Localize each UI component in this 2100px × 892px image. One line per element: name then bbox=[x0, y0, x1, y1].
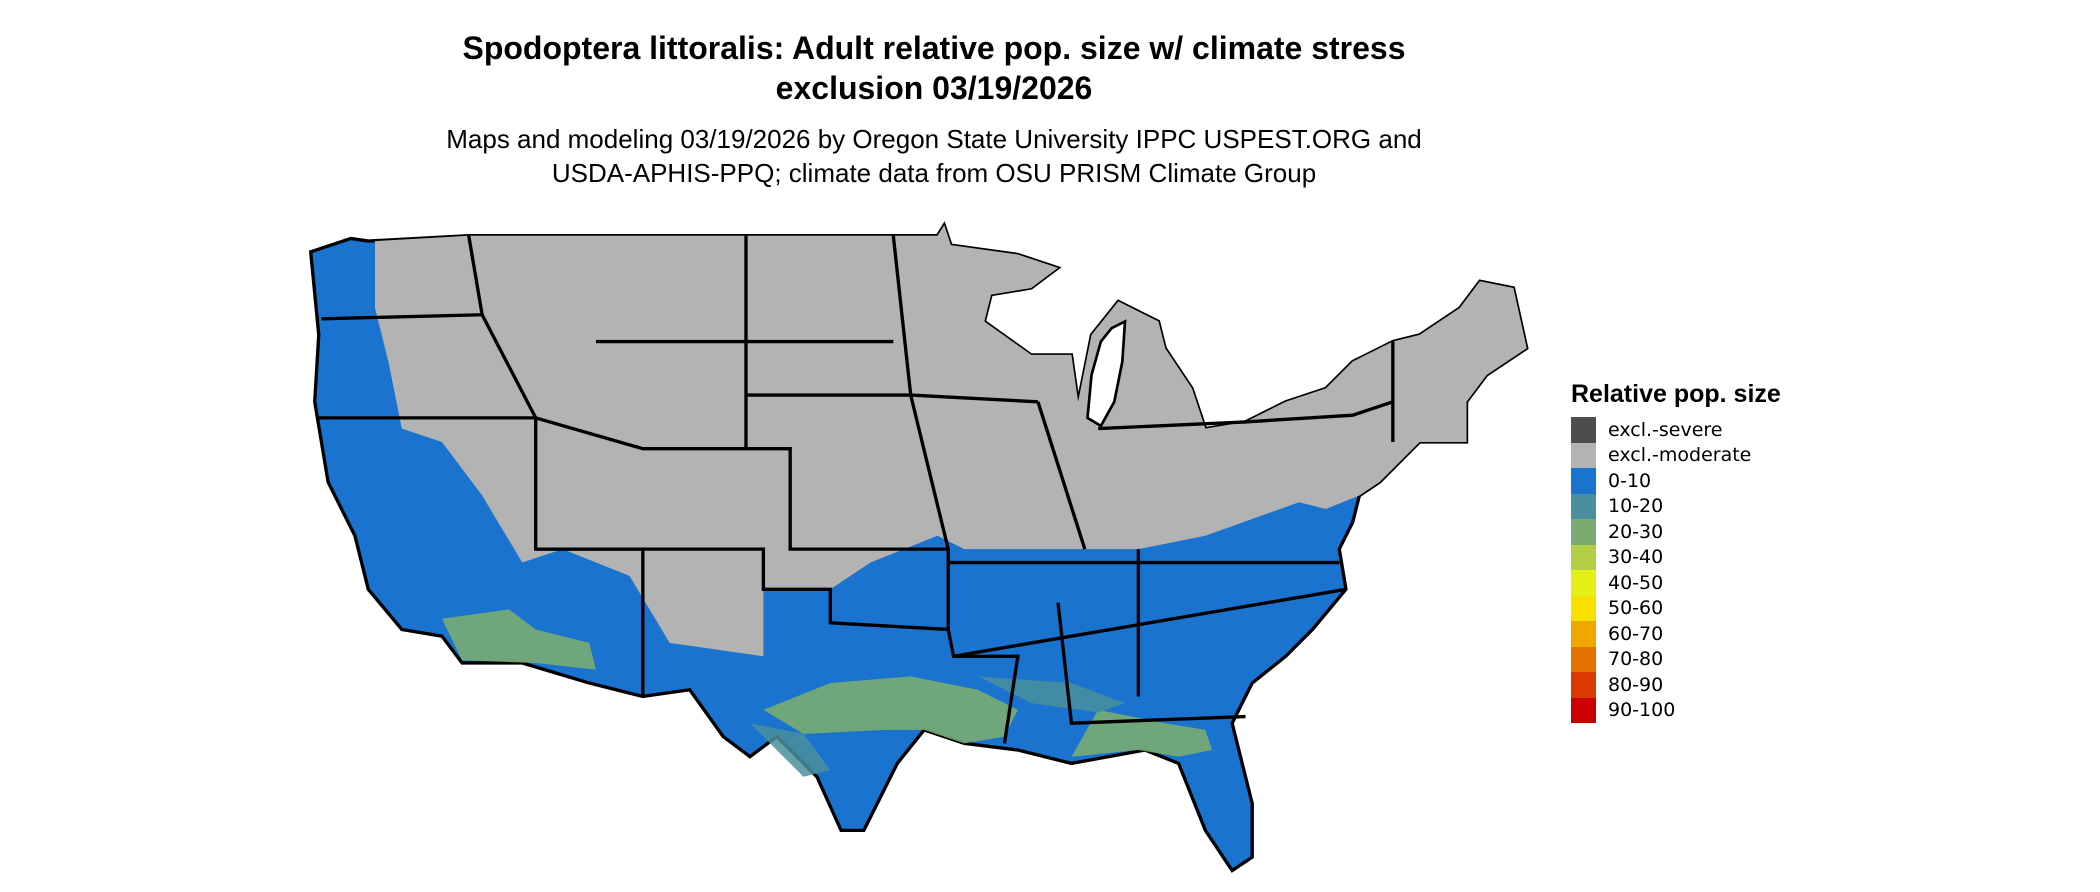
map-title-line-2: exclusion 03/19/2026 bbox=[775, 70, 1093, 106]
map-title-line-1: Spodoptera littoralis: Adult relative po… bbox=[462, 30, 1406, 66]
legend-label: 30-40 bbox=[1608, 546, 1664, 569]
legend-swatch bbox=[1571, 621, 1596, 647]
legend-swatch bbox=[1571, 417, 1596, 443]
legend-label: excl.-moderate bbox=[1608, 444, 1752, 467]
legend-item: 40-50 bbox=[1571, 570, 1781, 596]
legend-swatch bbox=[1571, 493, 1596, 519]
legend-swatch bbox=[1571, 570, 1596, 596]
legend-label: 90-100 bbox=[1608, 699, 1676, 722]
legend-item: 10-20 bbox=[1571, 493, 1781, 519]
legend-label: 60-70 bbox=[1608, 622, 1664, 645]
legend-item: 20-30 bbox=[1571, 519, 1781, 545]
legend-item: 70-80 bbox=[1571, 646, 1781, 672]
legend-swatch bbox=[1571, 595, 1596, 621]
legend-item: 0-10 bbox=[1571, 468, 1781, 494]
legend-item: 50-60 bbox=[1571, 595, 1781, 621]
legend-swatch bbox=[1571, 544, 1596, 570]
legend-item: 30-40 bbox=[1571, 544, 1781, 570]
legend-item: 80-90 bbox=[1571, 672, 1781, 698]
legend-label: 10-20 bbox=[1608, 495, 1664, 518]
legend-label: 80-90 bbox=[1608, 673, 1664, 696]
map-subtitle-line-2: USDA-APHIS-PPQ; climate data from OSU PR… bbox=[551, 158, 1317, 188]
legend-item: 90-100 bbox=[1571, 697, 1781, 723]
legend-label: 0-10 bbox=[1608, 469, 1652, 492]
legend: Relative pop. size excl.-severe excl.-mod… bbox=[1571, 380, 1781, 723]
legend-item: excl.-severe bbox=[1571, 417, 1781, 443]
range-20-30-areas bbox=[441, 609, 1213, 757]
legend-label: 50-60 bbox=[1608, 597, 1664, 620]
legend-label: 20-30 bbox=[1608, 520, 1664, 543]
legend-swatch bbox=[1571, 442, 1596, 468]
legend-label: excl.-severe bbox=[1608, 418, 1723, 441]
legend-label: 40-50 bbox=[1608, 571, 1664, 594]
legend-swatch bbox=[1571, 697, 1596, 723]
legend-swatch bbox=[1571, 468, 1596, 494]
legend-swatch bbox=[1571, 519, 1596, 545]
legend-item: 60-70 bbox=[1571, 621, 1781, 647]
map-subtitle-line-1: Maps and modeling 03/19/2026 by Oregon S… bbox=[446, 124, 1422, 154]
legend-label: 70-80 bbox=[1608, 648, 1664, 671]
legend-swatch bbox=[1571, 646, 1596, 672]
legend-title: Relative pop. size bbox=[1571, 380, 1781, 408]
state-borders bbox=[318, 235, 1395, 744]
legend-item: excl.-moderate bbox=[1571, 442, 1781, 468]
legend-swatch bbox=[1571, 672, 1596, 698]
lake-michigan bbox=[1086, 319, 1127, 428]
